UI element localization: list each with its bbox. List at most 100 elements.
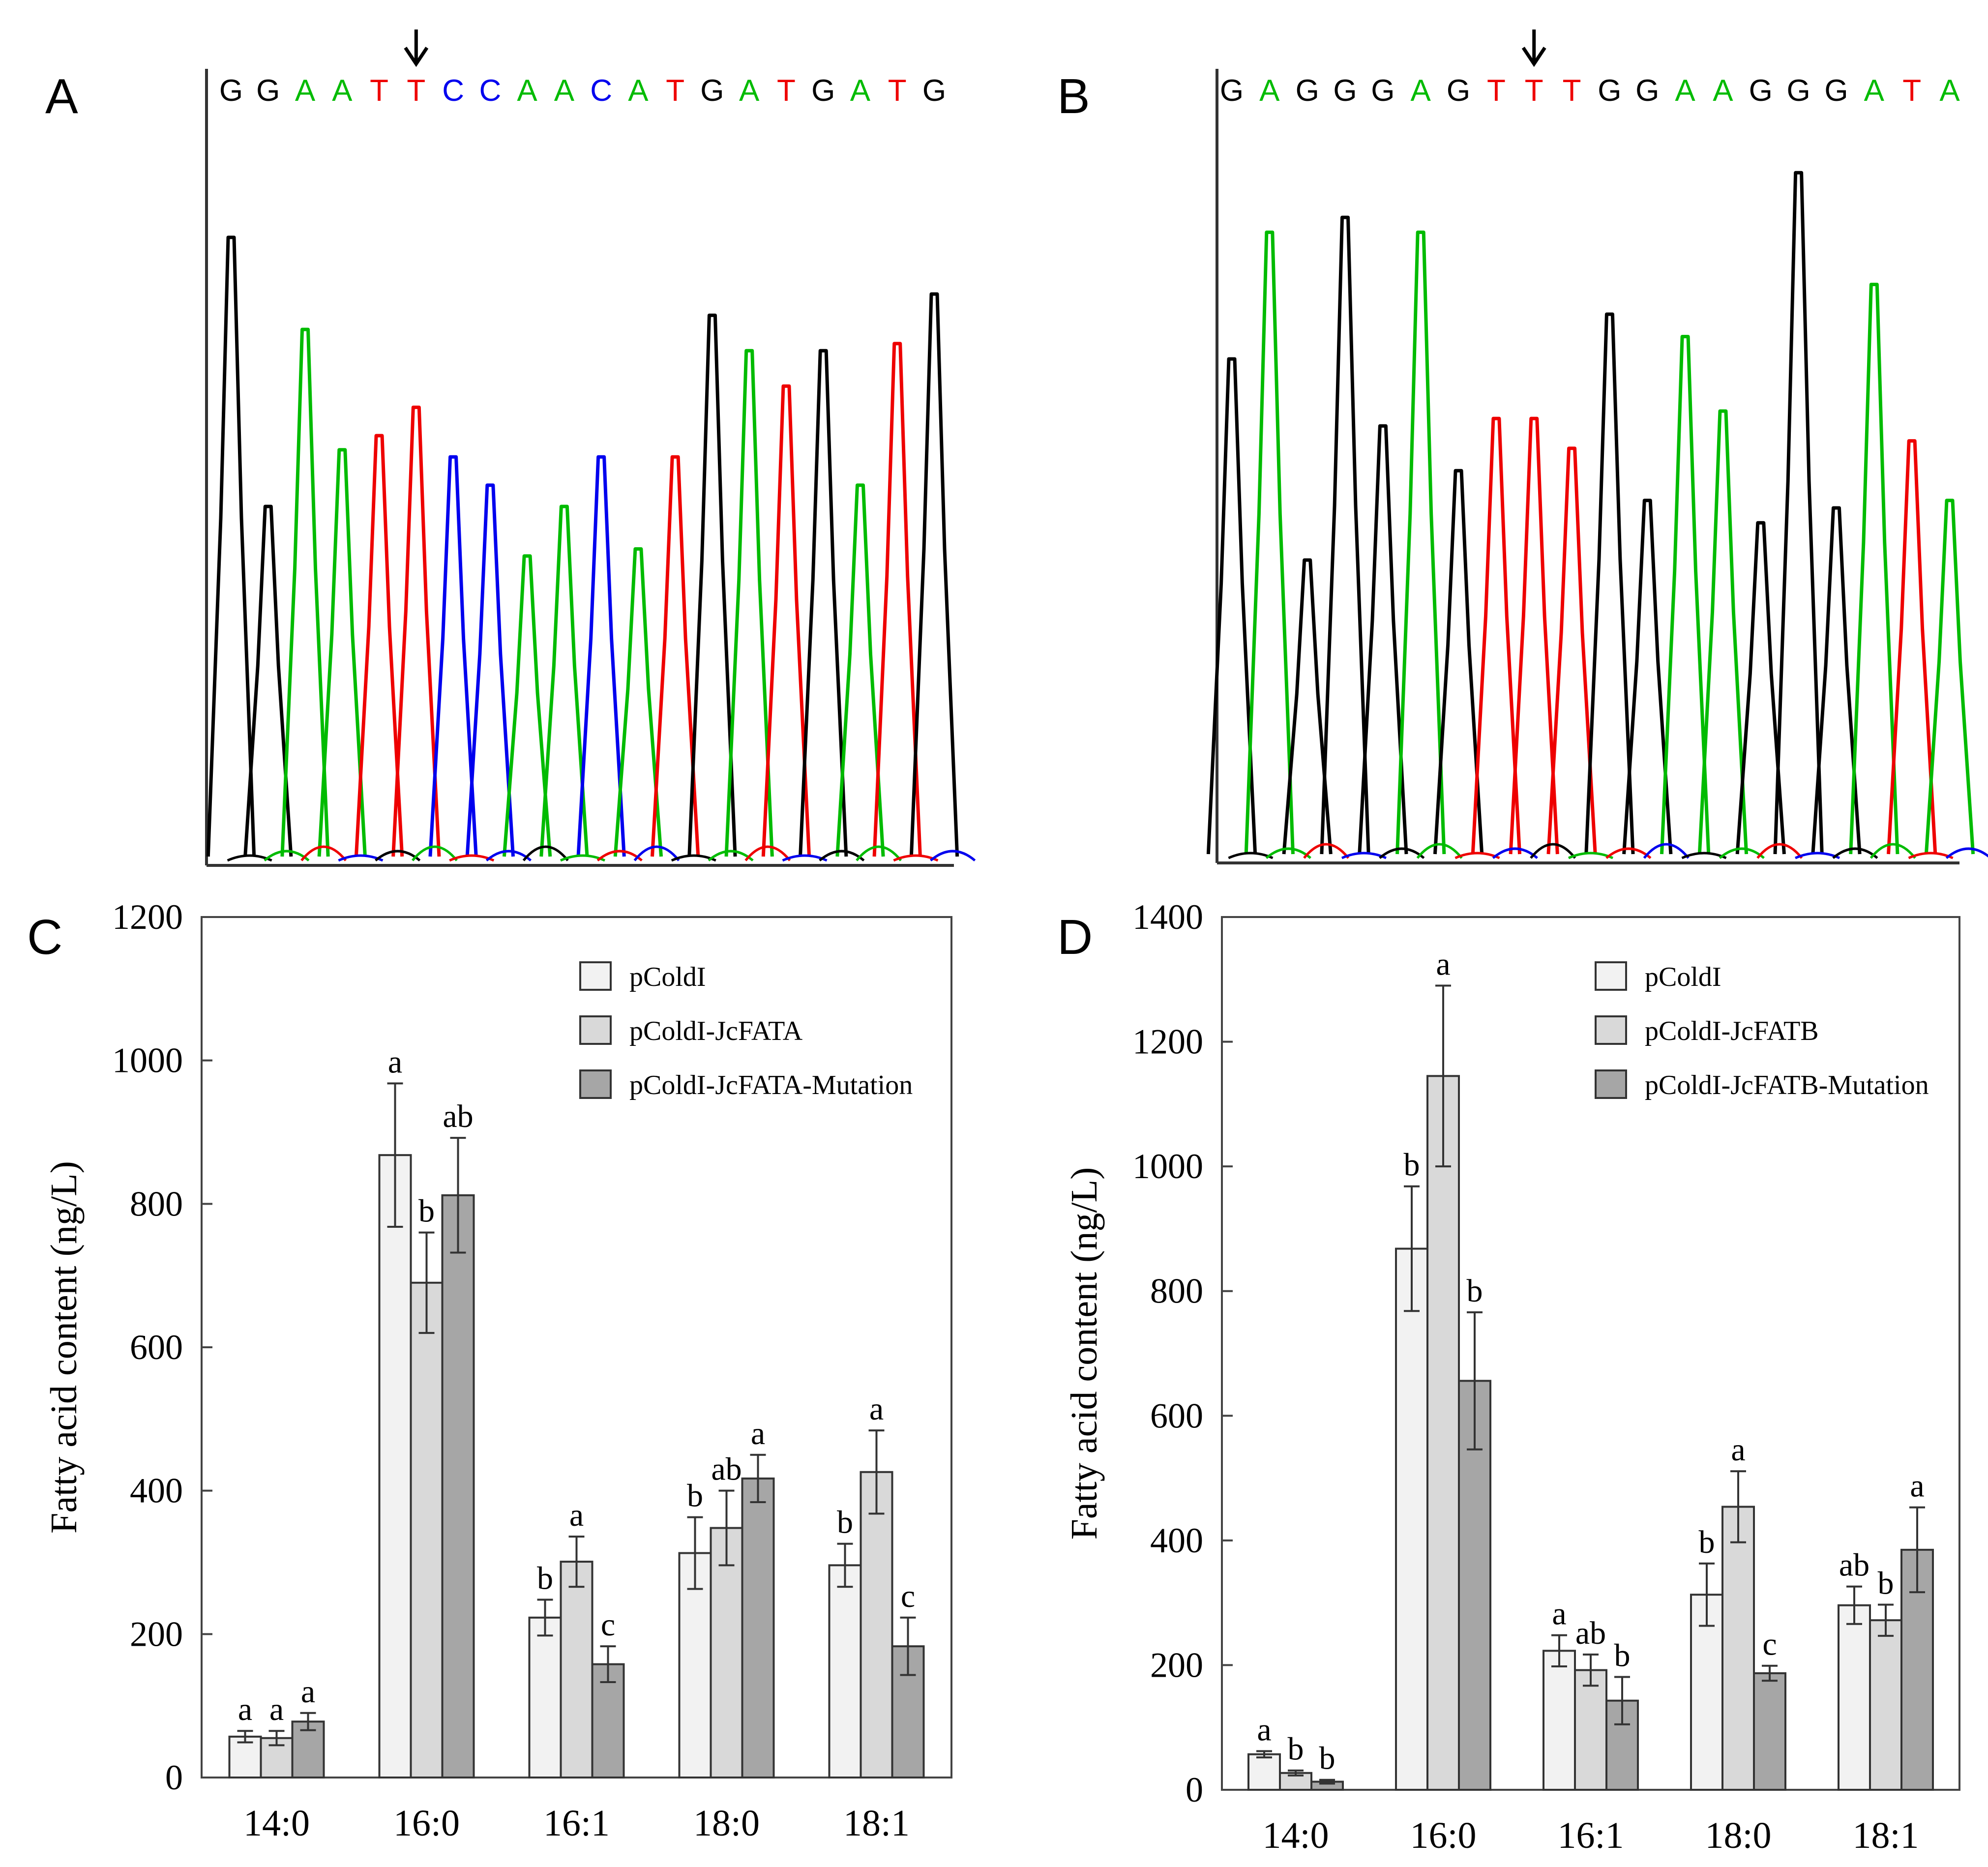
base-call-T: T xyxy=(1525,74,1543,108)
noise-trace xyxy=(1530,843,1576,859)
significance-letter: c xyxy=(1762,1627,1777,1662)
legend-label: pColdI-JcFATA-Mutation xyxy=(629,1070,913,1100)
peak-trace-T xyxy=(872,342,922,857)
x-tick-label: 18:0 xyxy=(693,1803,760,1844)
bar-chart-d: 0 200 400 600 800 1000 1200 1400 Fatty acid cont… xyxy=(1064,897,1960,1856)
arrow-down-icon xyxy=(1521,47,1546,67)
base-call-A: A xyxy=(739,74,760,108)
peak-trace-G xyxy=(799,349,848,857)
significance-letter: b xyxy=(1878,1565,1894,1601)
noise-trace xyxy=(1303,843,1350,859)
peak-trace-T xyxy=(761,384,811,857)
y-tick-label: 400 xyxy=(1150,1521,1203,1560)
significance-letter: b xyxy=(1288,1731,1304,1767)
y-axis-label: Fatty acid content (ng/L) xyxy=(43,1161,85,1534)
base-call-G: G xyxy=(1333,74,1357,108)
bar xyxy=(410,1281,444,1778)
base-call-A: A xyxy=(1675,74,1695,108)
x-tick-label: 14:0 xyxy=(243,1803,310,1844)
legend-swatch xyxy=(1595,1069,1627,1099)
peak-trace-A xyxy=(1244,230,1295,855)
y-tick-label: 200 xyxy=(130,1614,183,1654)
significance-letter: b xyxy=(537,1560,553,1596)
base-call-A: A xyxy=(554,74,575,108)
peak-trace-A xyxy=(1924,499,1975,855)
bar xyxy=(860,1471,893,1778)
x-tick-label: 16:0 xyxy=(393,1803,460,1844)
significance-letter: b xyxy=(837,1505,853,1541)
noise-trace xyxy=(1643,843,1690,859)
significance-letter: a xyxy=(301,1674,315,1710)
base-call-G: G xyxy=(1598,74,1621,108)
legend-swatch xyxy=(579,1015,612,1045)
peak-trace-G xyxy=(1206,357,1257,855)
peak-trace-G xyxy=(909,292,959,857)
base-call-C: C xyxy=(590,74,612,108)
peak-trace-G xyxy=(1622,499,1673,855)
panel-label-d: D xyxy=(1057,910,1093,965)
bar xyxy=(1574,1669,1607,1791)
base-call-T: T xyxy=(1902,74,1921,108)
peak-trace-G xyxy=(1282,558,1333,855)
significance-letter: c xyxy=(601,1607,615,1643)
peak-trace-G xyxy=(1358,424,1408,855)
peak-trace-T xyxy=(1471,416,1522,855)
bar xyxy=(1869,1619,1902,1791)
peak-trace-T xyxy=(1546,446,1597,855)
panel-label-b: B xyxy=(1057,69,1090,124)
significance-letter: b xyxy=(1614,1638,1631,1674)
base-call-A: A xyxy=(1864,74,1885,108)
x-tick-label: 18:0 xyxy=(1705,1815,1771,1856)
peak-trace-A xyxy=(613,547,663,857)
bar xyxy=(560,1561,593,1779)
bar xyxy=(1753,1672,1786,1791)
y-tick-label: 0 xyxy=(1186,1770,1203,1809)
peak-trace-T xyxy=(1509,416,1559,855)
peak-trace-C xyxy=(465,483,515,857)
base-call-G: G xyxy=(1824,74,1848,108)
bar xyxy=(1838,1604,1871,1791)
base-call-A: A xyxy=(628,74,649,108)
peak-trace-G xyxy=(1735,521,1786,855)
x-tick-label: 16:1 xyxy=(543,1803,610,1844)
base-call-G: G xyxy=(1220,74,1244,108)
y-tick-label: 1400 xyxy=(1132,897,1203,937)
significance-letter: b xyxy=(418,1193,435,1229)
y-tick-label: 600 xyxy=(130,1328,183,1367)
legend-swatch xyxy=(579,961,612,991)
y-tick-label: 1200 xyxy=(112,897,183,937)
legend-label: pColdI-JcFATB xyxy=(1645,1016,1819,1046)
legend-label: pColdI xyxy=(629,962,706,992)
base-call-A: A xyxy=(517,74,537,108)
noise-trace xyxy=(930,850,976,861)
peak-trace-C xyxy=(428,455,478,857)
peak-trace-G xyxy=(1320,215,1370,855)
base-call-C: C xyxy=(442,74,464,108)
y-tick-label: 0 xyxy=(165,1758,183,1797)
base-call-A: A xyxy=(1259,74,1280,108)
y-tick-label: 1000 xyxy=(1132,1147,1203,1186)
peak-trace-T xyxy=(354,434,404,857)
significance-letter: ab xyxy=(1839,1547,1869,1583)
significance-letter: b xyxy=(1467,1273,1483,1309)
base-call-A: A xyxy=(1411,74,1431,108)
bar xyxy=(1426,1075,1460,1791)
peak-trace-C xyxy=(576,455,626,857)
bar xyxy=(441,1194,475,1778)
significance-letter: ab xyxy=(711,1452,742,1487)
significance-letter: a xyxy=(269,1691,284,1727)
y-tick-label: 800 xyxy=(1150,1272,1203,1311)
y-tick-label: 200 xyxy=(1150,1645,1203,1685)
peak-trace-T xyxy=(1887,439,1937,855)
peak-trace-A xyxy=(1395,230,1446,855)
legend-swatch xyxy=(579,1069,612,1099)
base-call-G: G xyxy=(1296,74,1319,108)
bar xyxy=(1247,1753,1281,1791)
significance-letter: b xyxy=(1404,1147,1420,1183)
noise-trace xyxy=(633,845,680,861)
y-tick-label: 1000 xyxy=(112,1041,183,1080)
noise-trace xyxy=(1945,847,1988,859)
arrow-down-icon xyxy=(404,47,429,67)
